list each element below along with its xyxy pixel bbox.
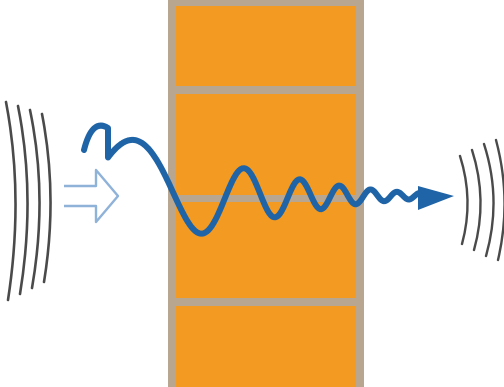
hollow-arrow-right-icon xyxy=(64,168,120,224)
arrow-right-icon xyxy=(418,186,454,210)
sound-waves-right-icon xyxy=(458,138,504,262)
sound-wave-line xyxy=(81,122,427,237)
wall-block-2 xyxy=(176,94,356,195)
wall-block-1 xyxy=(176,6,356,86)
wall-block-3 xyxy=(176,202,356,298)
sound-waves-left-icon xyxy=(4,100,52,302)
wall-block-4 xyxy=(176,306,356,387)
